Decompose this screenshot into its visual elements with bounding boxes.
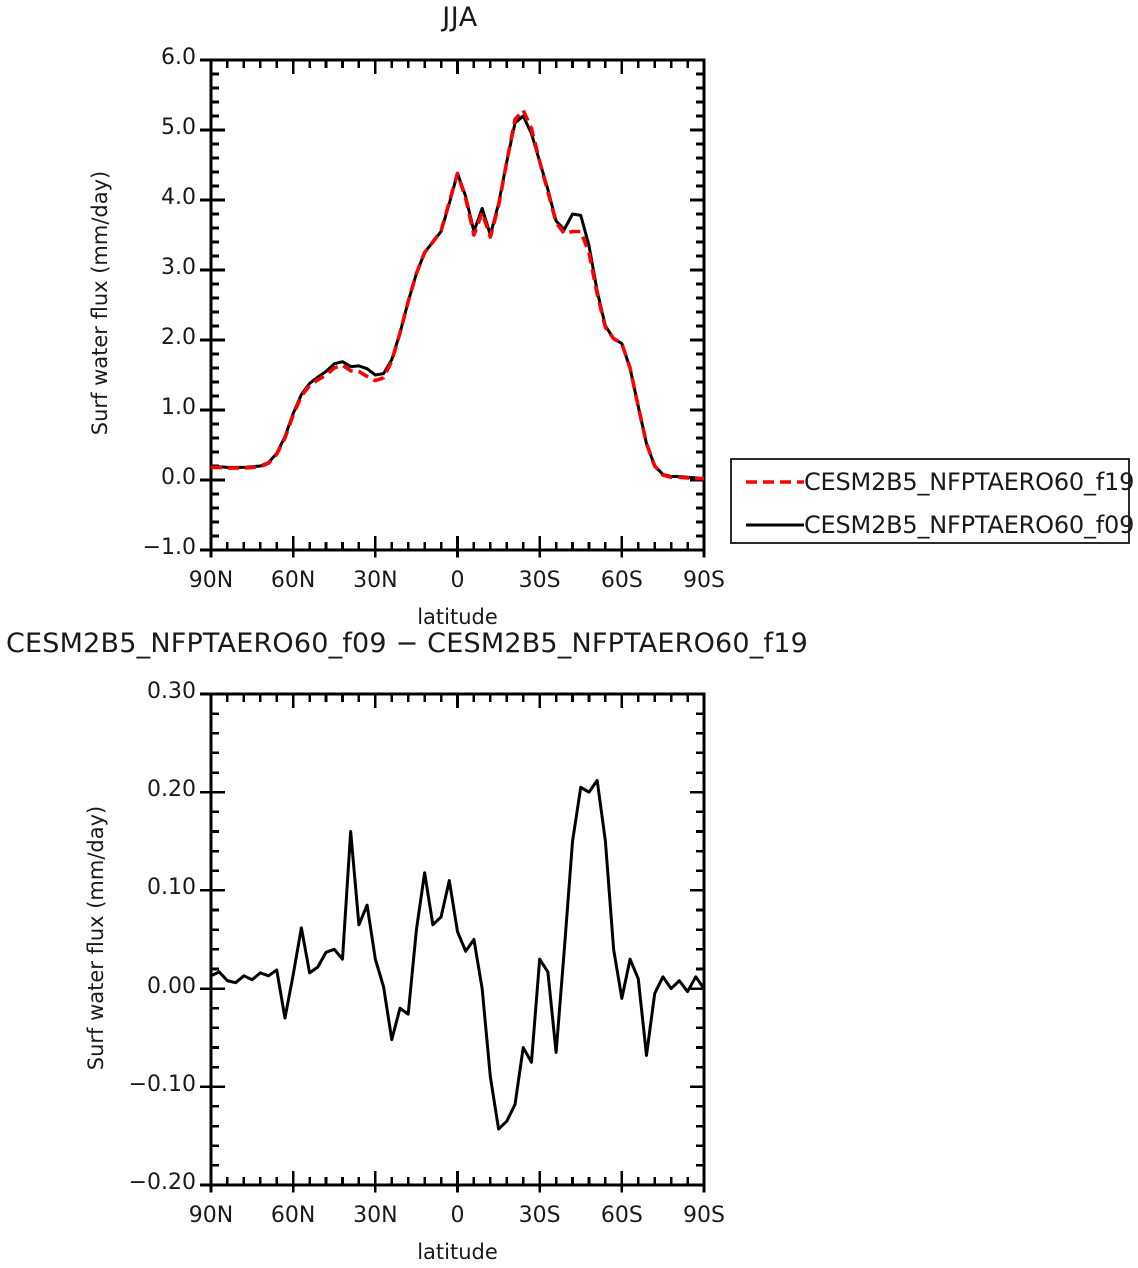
x-tick-label: 0 (450, 568, 465, 593)
y-tick-label: 0.20 (147, 777, 196, 803)
x-tick-label: 60N (270, 568, 316, 593)
x-tick-label: 30N (353, 1203, 398, 1228)
legend-label-f09: CESM2B5_NFPTAERO60_f09 (804, 510, 1135, 539)
y-tick-label: −0.20 (128, 1170, 196, 1195)
series-line (210, 778, 706, 1131)
bottom-panel: 90N 60N 30N 0 30S 60S 90S 0.30 0.20 0.10 0.00 −0.10… (0, 660, 740, 1268)
y-tick-label: 3.0 (161, 255, 196, 280)
y-tick-label: 0.00 (147, 973, 196, 999)
x-tick-label: 0 (450, 1203, 465, 1228)
y-axis-label: Surf water flux (mm/day) (88, 170, 112, 436)
x-tick-label: 90S (683, 1203, 725, 1228)
top-plot-area (199, 58, 706, 558)
legend-item-f09[interactable]: CESM2B5_NFPTAERO60_f09 (732, 503, 1134, 546)
x-tick-label: 90N (188, 568, 234, 593)
y-tick-label: 6.0 (161, 45, 196, 70)
x-tick-label: 30N (353, 568, 398, 593)
x-axis-label: latitude (417, 1240, 498, 1264)
legend-item-f19[interactable]: CESM2B5_NFPTAERO60_f19 (732, 460, 1134, 503)
y-tick-label: −0.10 (128, 1071, 196, 1097)
series-line (211, 114, 705, 481)
difference-subtitle: CESM2B5_NFPTAERO60_f09 − CESM2B5_NFPTAER… (6, 628, 808, 659)
y-axis-label: Surf water flux (mm/day) (84, 805, 108, 1070)
x-tick-label: 90S (683, 568, 725, 593)
y-tick-label: 0.30 (147, 679, 196, 704)
y-tick-label: 5.0 (161, 115, 196, 140)
chart-title: JJA (442, 2, 478, 33)
legend: CESM2B5_NFPTAERO60_f19 CESM2B5_NFPTAERO6… (730, 458, 1134, 546)
y-tick-label: 0.0 (161, 465, 196, 490)
x-tick-label: 90N (188, 1203, 234, 1228)
x-tick-label: 60S (600, 1203, 643, 1228)
legend-dashed-line-icon (744, 472, 806, 492)
x-tick-label: 60N (270, 1203, 316, 1228)
y-tick-label: −1.0 (142, 535, 196, 560)
top-panel: 90N 60N 30N 0 30S 60S 90S 6.0 5.0 4.0 3.0 2.0 1.0 0.0… (0, 0, 740, 629)
x-axis-label: latitude (417, 605, 498, 629)
legend-label-f19: CESM2B5_NFPTAERO60_f19 (804, 467, 1135, 496)
y-tick-label: 4.0 (161, 185, 196, 210)
legend-solid-line-icon (744, 515, 806, 535)
y-tick-label: 2.0 (161, 325, 196, 350)
x-tick-label: 60S (600, 568, 643, 593)
y-tick-label: 0.10 (147, 875, 196, 901)
x-tick-label: 30S (518, 568, 561, 593)
series-line (211, 108, 704, 481)
x-tick-label: 30S (518, 1203, 561, 1228)
bottom-plot-area (199, 692, 706, 1193)
y-tick-label: 1.0 (161, 395, 196, 420)
